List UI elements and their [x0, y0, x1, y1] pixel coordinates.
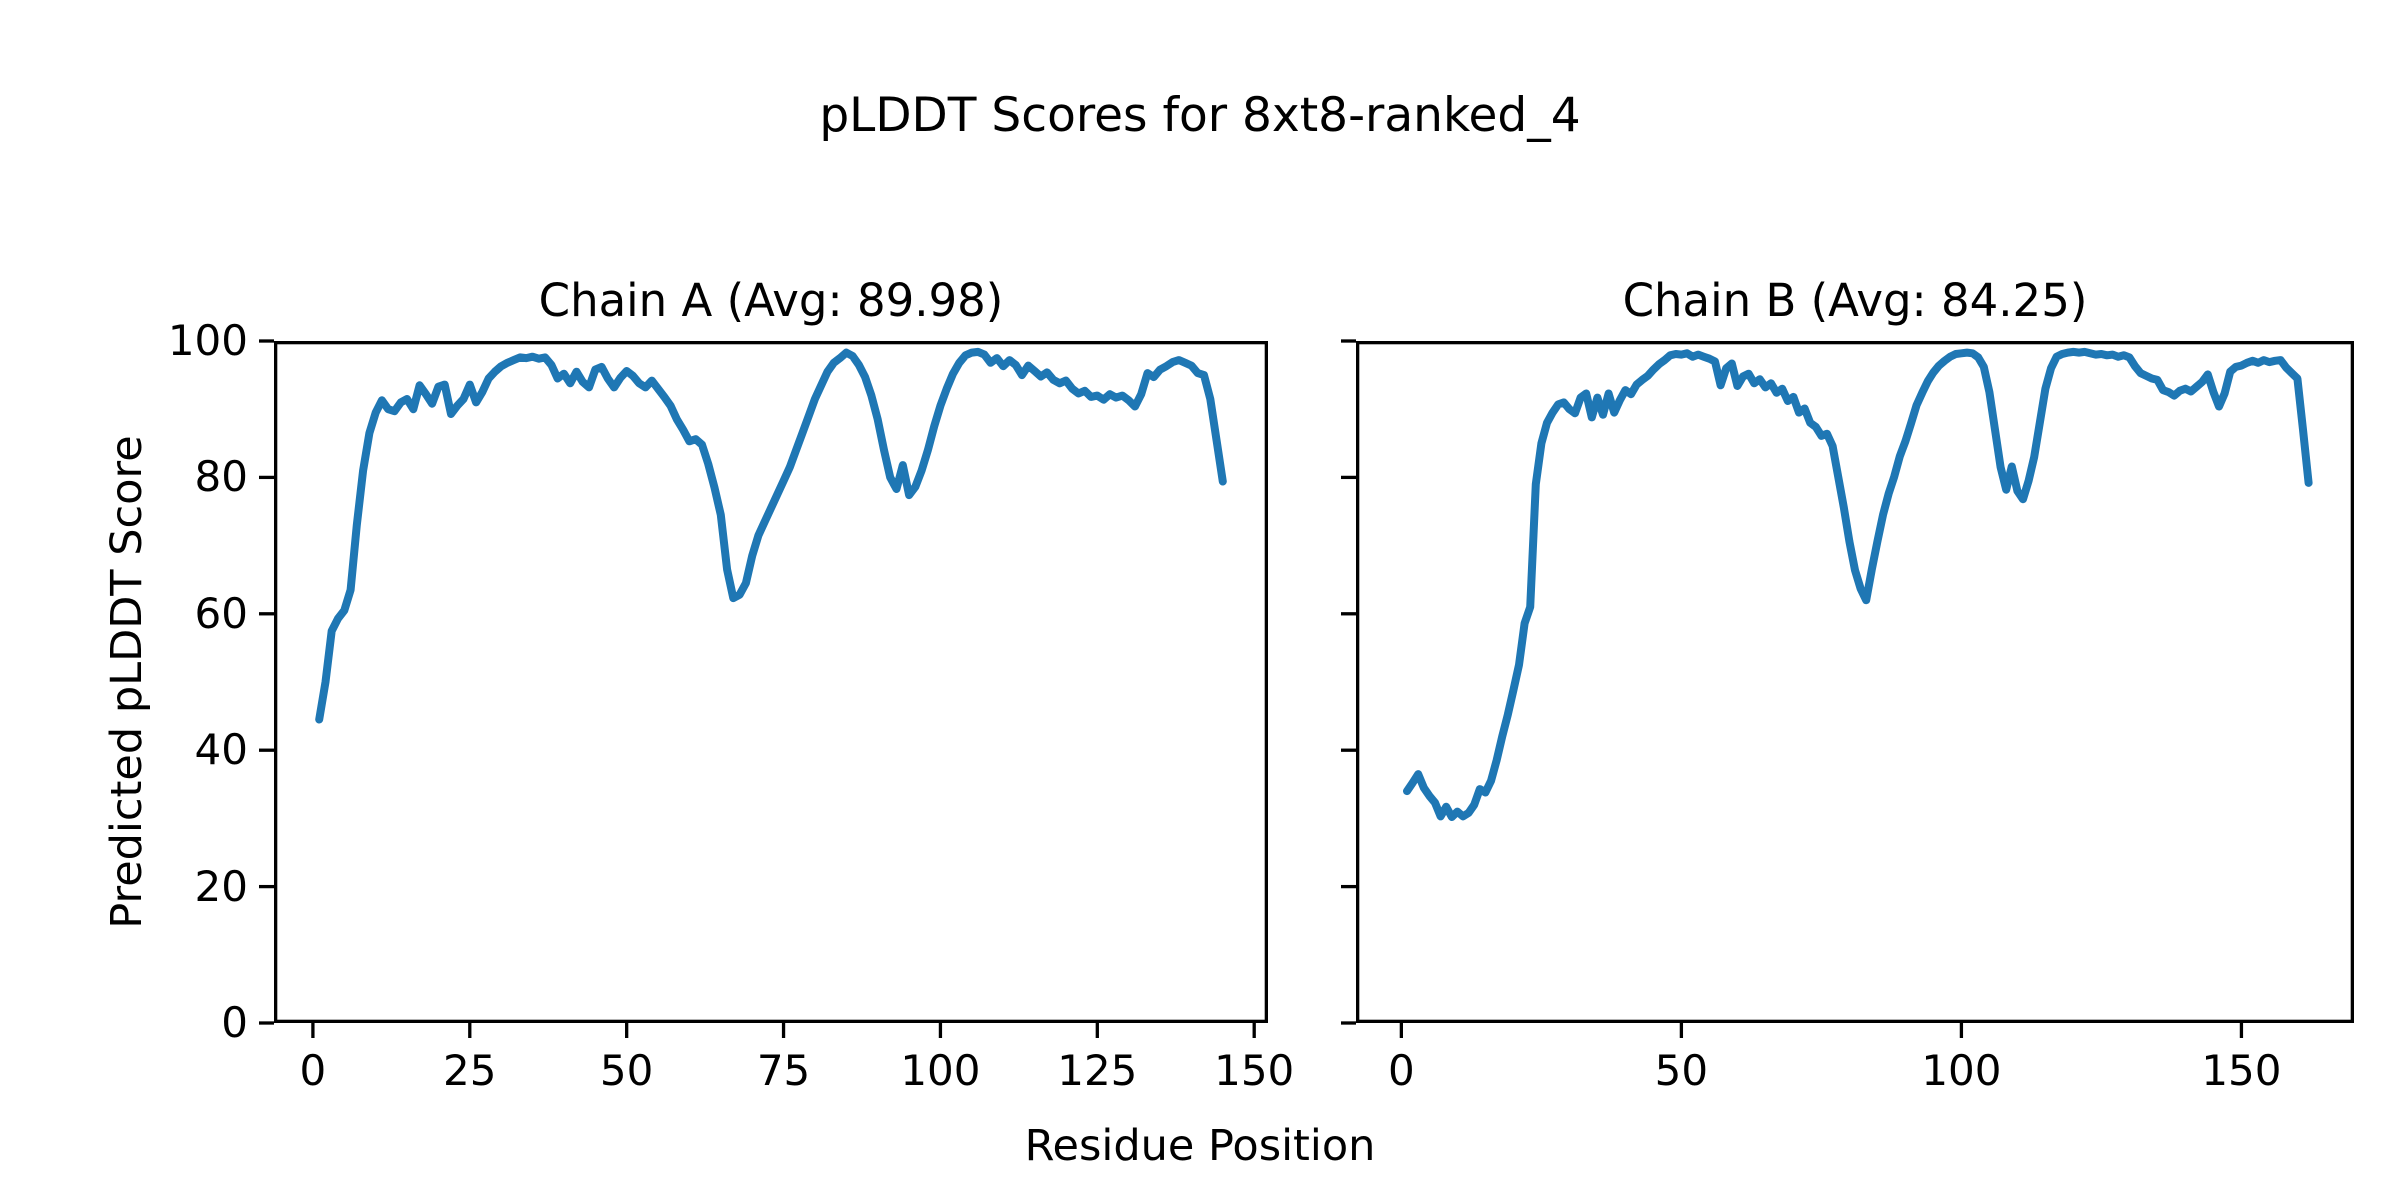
x-tick-label: 25: [443, 1046, 497, 1095]
y-axis-label: Predicted pLDDT Score: [102, 435, 152, 929]
y-tick-label: 80: [194, 452, 248, 502]
x-tick-label: 75: [756, 1046, 811, 1095]
x-tick-label: 150: [1214, 1046, 1295, 1095]
y-tick-label: 40: [194, 725, 248, 775]
x-tick-label: 0: [1387, 1046, 1415, 1095]
x-tick-label: 50: [1654, 1046, 1709, 1095]
plot-area-chain-a: [259, 339, 1269, 1038]
axes-spines: [273, 340, 1269, 1024]
y-tick-label: 0: [221, 998, 248, 1047]
plot-area-chain-b: [1341, 339, 2355, 1038]
x-tick-label: 150: [2201, 1046, 2282, 1095]
y-tick-label: 60: [194, 588, 248, 638]
subplot-title-chain-b: Chain B (Avg: 84.25): [1622, 274, 2088, 327]
y-tick-label: 20: [194, 861, 248, 911]
axes-spines: [1355, 340, 2355, 1024]
y-tick-label: 100: [167, 316, 248, 365]
x-tick-label: 0: [299, 1046, 327, 1095]
subplot-title-chain-a: Chain A (Avg: 89.98): [538, 274, 1004, 327]
subplot-chain-a: Chain A (Avg: 89.98) 0 25 50 75 100 125 150 0 20…: [168, 274, 1294, 1095]
figure-title: pLDDT Scores for 8xt8-ranked_4: [819, 88, 1581, 143]
x-tick-label: 125: [1057, 1046, 1138, 1095]
x-tick-label: 50: [599, 1046, 654, 1095]
plddt-line-chain-a: [315, 347, 1227, 724]
x-tick-label: 100: [1921, 1046, 2002, 1095]
x-tick-label: 100: [900, 1046, 981, 1095]
plddt-line-chain-b: [1403, 347, 2313, 821]
x-axis-label: Residue Position: [1024, 1121, 1376, 1171]
subplot-chain-b: Chain B (Avg: 84.25) 0 50 100 150: [1341, 274, 2355, 1095]
